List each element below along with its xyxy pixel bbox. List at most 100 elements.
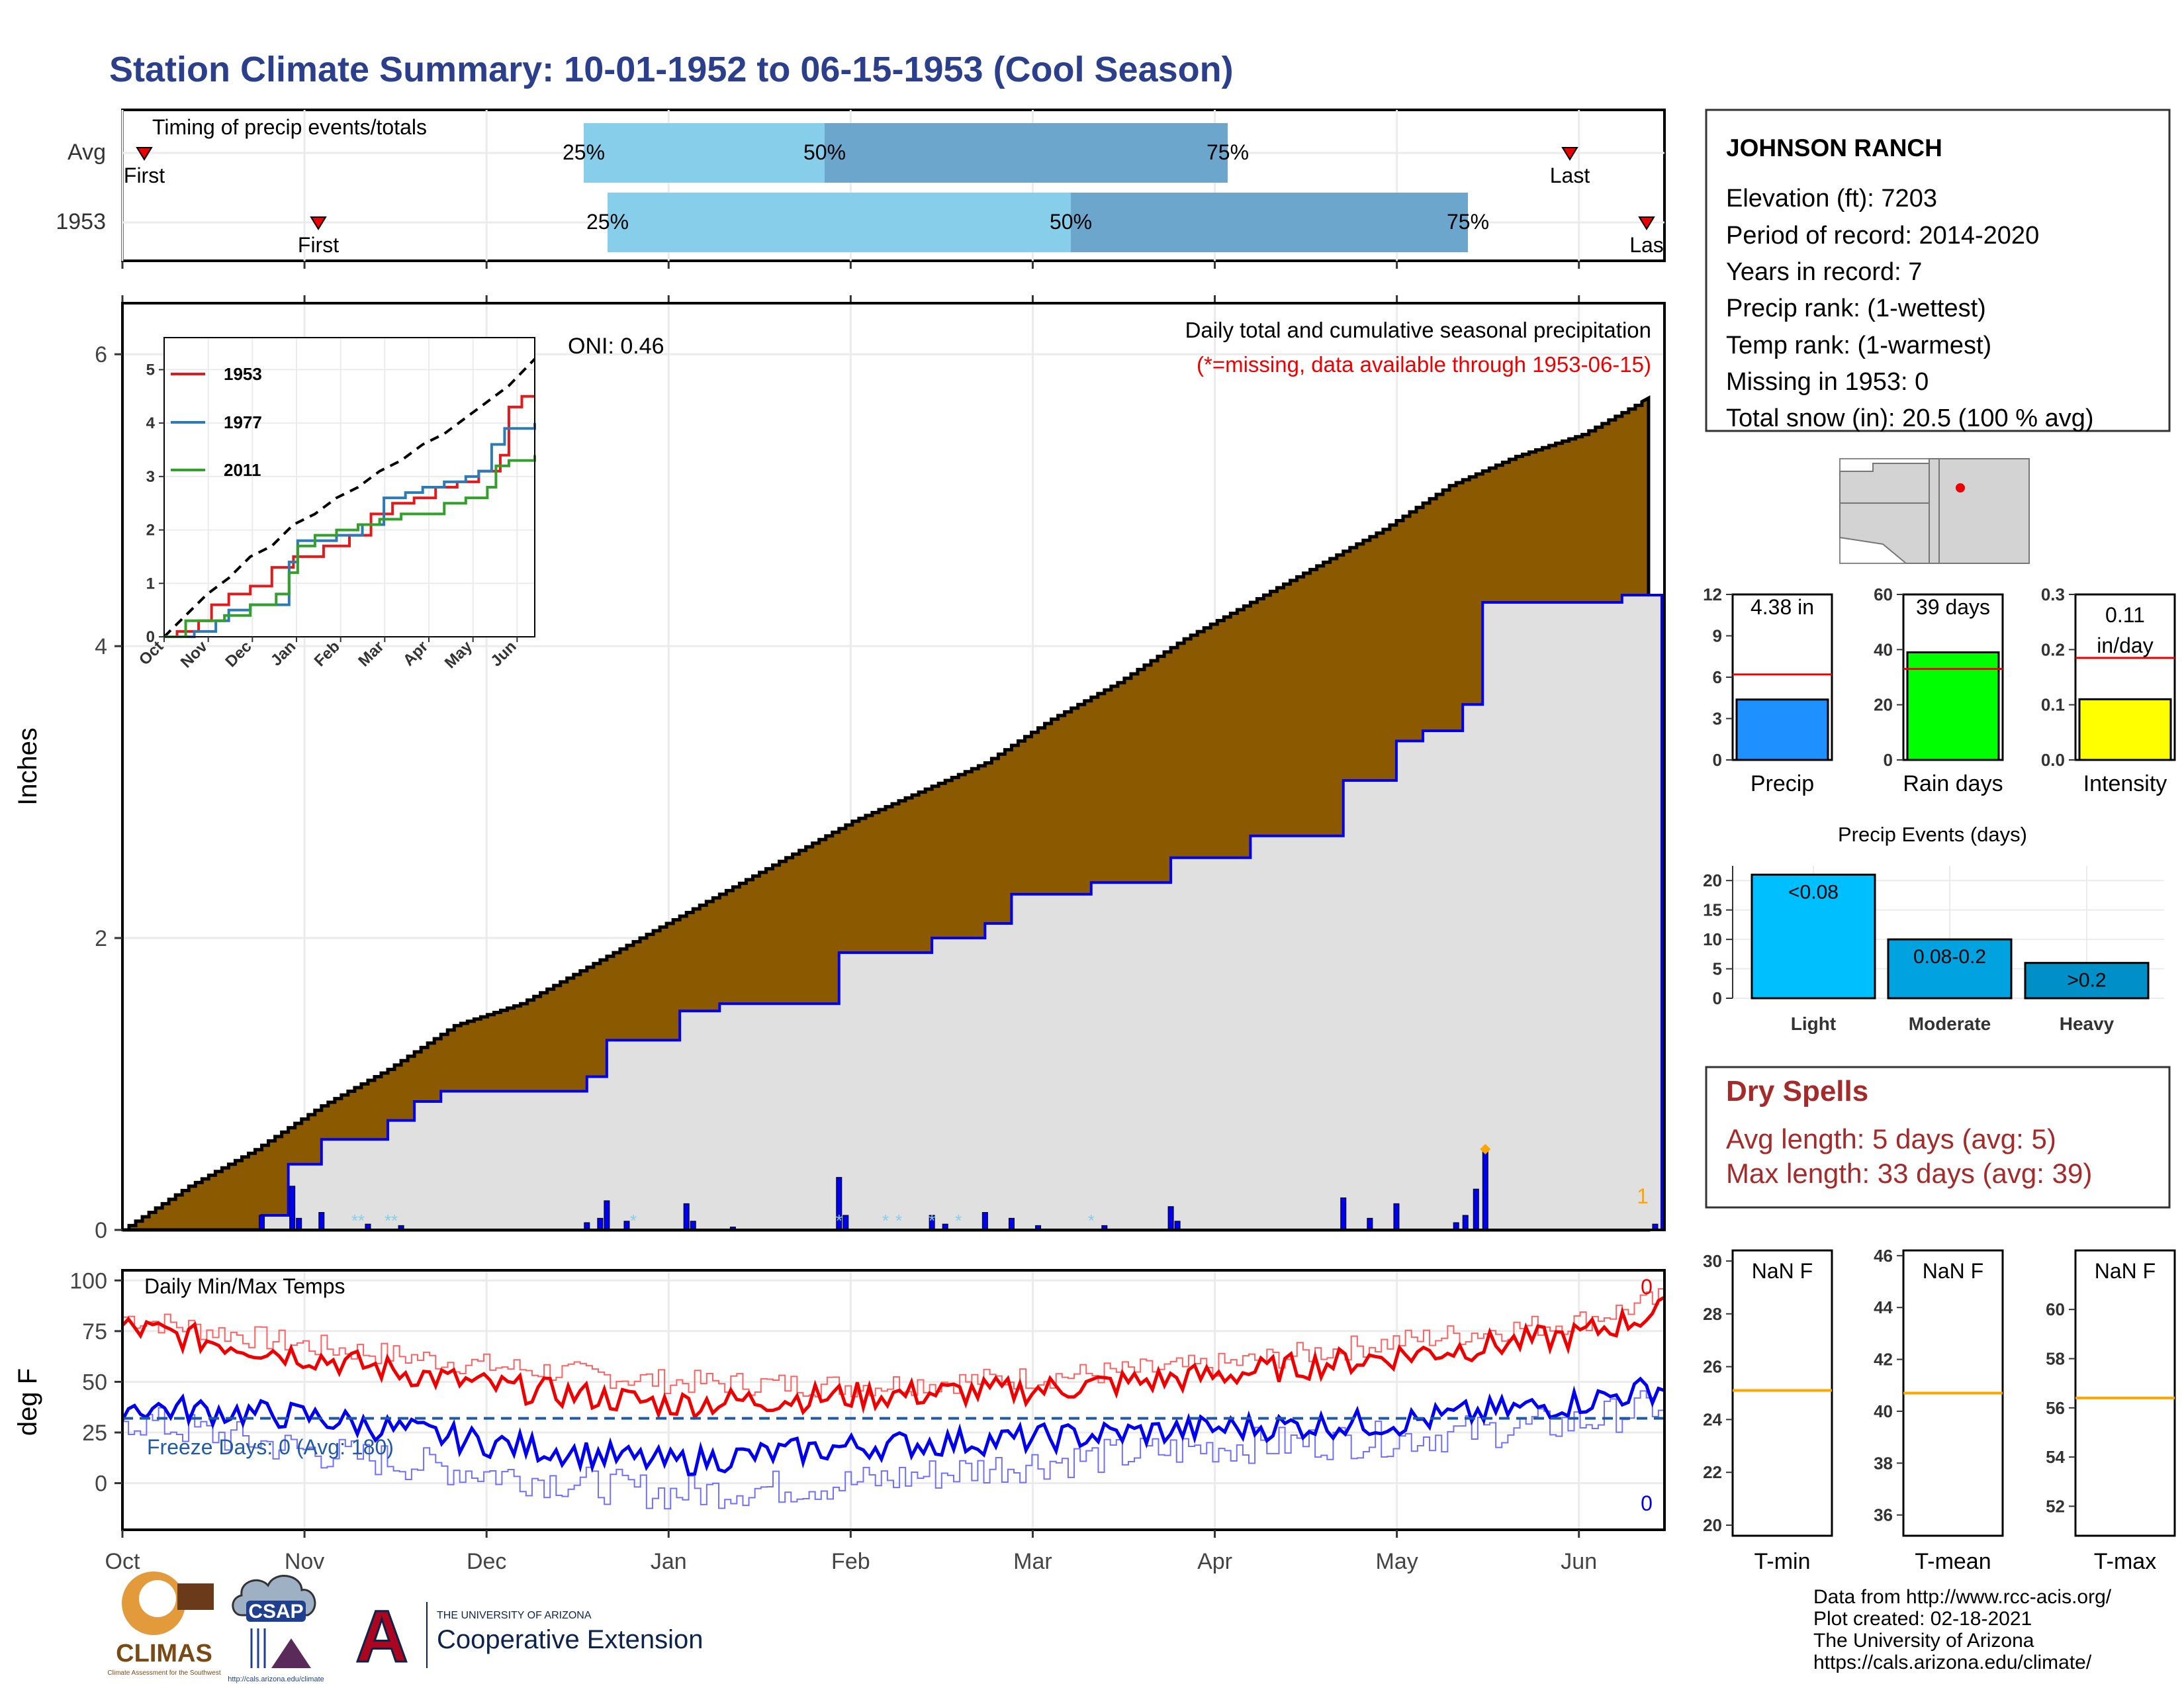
timing-pct-label: 75% bbox=[1206, 140, 1249, 164]
temp-panel-t-min: 20 22 24 26 28 30 NaN F T-min bbox=[1703, 1249, 1833, 1574]
month-tick-label: Mar bbox=[1013, 1549, 1052, 1574]
snow-mark: * bbox=[882, 1211, 889, 1231]
temp-panel-t-mean: 36 38 40 42 44 46 NaN F T-mean bbox=[1874, 1246, 2004, 1574]
y-tick-label: 20 bbox=[1703, 1515, 1722, 1535]
month-tick-label: Oct bbox=[105, 1549, 140, 1574]
station-line: Missing in 1953: 0 bbox=[1726, 368, 1929, 396]
credit-line: Plot created: 02-18-2021 bbox=[1813, 1608, 2032, 1630]
y-tick-label: 44 bbox=[1874, 1297, 1893, 1317]
timing-bar-50-75 bbox=[825, 123, 1228, 183]
inset-y-tick-label: 4 bbox=[146, 414, 156, 432]
freeze-label: Freeze Days: 0 (Avg: 180) bbox=[147, 1435, 394, 1459]
y-tick-label: 15 bbox=[1703, 900, 1722, 920]
daily-precip-bar bbox=[318, 1212, 325, 1231]
dry-max-length: Max length: 33 days (avg: 39) bbox=[1726, 1158, 2092, 1189]
timing-row-avg: Avg bbox=[68, 140, 106, 165]
first-event-label: First bbox=[298, 233, 339, 257]
y-tick-label: 0.0 bbox=[2041, 750, 2065, 770]
missing-count: 1 bbox=[1637, 1184, 1649, 1208]
timing-pct-label: 25% bbox=[586, 210, 629, 234]
inset-series-2011 bbox=[164, 455, 536, 638]
station-location-marker bbox=[1956, 483, 1965, 492]
climas-logo: CLIMAS Climate Assessment for the Southw… bbox=[107, 1571, 221, 1677]
temp-label: Daily Min/Max Temps bbox=[144, 1274, 345, 1298]
y-tick-label: 38 bbox=[1874, 1453, 1893, 1473]
climas-logo-text: CLIMAS bbox=[116, 1640, 212, 1667]
temp-panel-label: T-mean bbox=[1915, 1549, 1991, 1574]
inset-y-tick-label: 2 bbox=[146, 522, 155, 539]
mini-bar-chart-rain-days: 0 20 40 60 39 days Rain days bbox=[1874, 585, 2004, 796]
y-tick-label: 40 bbox=[1874, 1401, 1893, 1421]
last-event-marker bbox=[1561, 147, 1578, 161]
daily-precip-bar bbox=[604, 1200, 610, 1231]
mini-chart-label: Intensity bbox=[2083, 771, 2167, 796]
y-tick-label: 100 bbox=[69, 1268, 107, 1293]
y-tick-label: 56 bbox=[2046, 1398, 2065, 1418]
temp-panel-label: T-min bbox=[1754, 1549, 1811, 1574]
y-tick-label: 22 bbox=[1703, 1462, 1722, 1482]
missing-note: (*=missing, data available through 1953-… bbox=[1197, 352, 1651, 377]
last-event-label: Las bbox=[1629, 233, 1664, 257]
timing-pct-label: 25% bbox=[563, 140, 605, 164]
month-tick-label: Jun bbox=[1561, 1549, 1597, 1574]
csap-logo-text: CSAP bbox=[248, 1601, 303, 1622]
timing-bar-25-50 bbox=[584, 123, 825, 183]
temp-summary-panels: 20 22 24 26 28 30 NaN F T-min 36 38 40 42 44 46 NaN F T… bbox=[1703, 1246, 2176, 1574]
y-tick-label: 25 bbox=[82, 1421, 107, 1446]
daily-precip-bar bbox=[683, 1203, 690, 1231]
y-tick-label: 0 bbox=[1884, 750, 1893, 770]
csap-logo-url: http://cals.arizona.edu/climate bbox=[228, 1675, 324, 1683]
event-category-label: Light bbox=[1791, 1013, 1836, 1034]
location-map bbox=[1839, 458, 2030, 564]
y-tick-label: 0.3 bbox=[2041, 585, 2065, 604]
timing-label: Timing of precip events/totals bbox=[152, 115, 427, 139]
value-label: 39 days bbox=[1916, 595, 1990, 619]
mini-bar-chart-precip: 0 3 6 9 12 4.38 in Precip bbox=[1703, 585, 1833, 796]
y-tick-label: 30 bbox=[1703, 1251, 1722, 1271]
csap-logo: CSAP http://cals.arizona.edu/climate bbox=[228, 1575, 324, 1683]
temp-panel-label: T-max bbox=[2094, 1549, 2156, 1574]
month-tick-label: Nov bbox=[285, 1549, 324, 1574]
precip-caption: Daily total and cumulative seasonal prec… bbox=[1185, 318, 1651, 342]
month-tick-label: Feb bbox=[831, 1549, 870, 1574]
legend-label: 2011 bbox=[224, 460, 261, 480]
y-tick-label: 24 bbox=[1703, 1409, 1722, 1429]
station-info: JOHNSON RANCH Elevation (ft): 7203 Perio… bbox=[1705, 109, 2171, 432]
daily-precip-bar bbox=[1008, 1217, 1015, 1231]
record-max-temp-line bbox=[122, 1288, 1665, 1397]
snow-mark: * bbox=[630, 1211, 637, 1231]
daily-max-temp-line bbox=[121, 1295, 1666, 1421]
daily-precip-bar bbox=[296, 1217, 302, 1231]
month-tick-label: Dec bbox=[467, 1549, 506, 1574]
daily-precip-bar bbox=[1482, 1149, 1488, 1231]
station-line: Total snow (in): 20.5 (100 % avg) bbox=[1726, 404, 2094, 432]
events-title: Precip Events (days) bbox=[1838, 823, 2027, 846]
station-line: Temp rank: (1-warmest) bbox=[1726, 332, 1991, 359]
mini-bar bbox=[2078, 698, 2172, 761]
y-tick-label: 60 bbox=[2046, 1299, 2065, 1319]
ua-extension-text: Cooperative Extension bbox=[437, 1625, 703, 1654]
daily-precip-bar bbox=[842, 1215, 849, 1231]
university-of-arizona-logo: A THE UNIVERSITY OF ARIZONA Cooperative … bbox=[355, 1595, 704, 1679]
y-tick-label: 6 bbox=[95, 342, 107, 367]
y-tick-label: 0 bbox=[1713, 988, 1722, 1008]
precip-events-chart: Precip Events (days) 0 5 10 15 20 <0.08 Light 0… bbox=[1703, 823, 2164, 1034]
credit-line: https://cals.arizona.edu/climate/ bbox=[1813, 1652, 2092, 1673]
inset-y-tick-label: 3 bbox=[146, 468, 155, 486]
max-missing-count: 0 bbox=[1641, 1275, 1653, 1299]
inset-y-tick-label: 5 bbox=[146, 361, 155, 379]
y-tick-label: 4 bbox=[95, 634, 107, 659]
min-missing-count: 0 bbox=[1641, 1491, 1653, 1515]
y-tick-label: 26 bbox=[1703, 1357, 1722, 1377]
y-tick-label: 0.1 bbox=[2041, 695, 2065, 715]
timing-bar-50-75 bbox=[1071, 193, 1468, 252]
snow-mark: * bbox=[1088, 1211, 1095, 1231]
y-tick-label: 60 bbox=[1874, 585, 1893, 604]
first-event-marker bbox=[310, 216, 327, 230]
y-tick-label: 20 bbox=[1703, 870, 1722, 890]
snow-mark: * bbox=[895, 1211, 902, 1231]
mini-chart-label: Precip bbox=[1751, 771, 1814, 796]
daily-precip-bar bbox=[1473, 1188, 1479, 1231]
mini-bar bbox=[1735, 698, 1829, 761]
month-tick-label: Apr bbox=[1197, 1549, 1232, 1574]
